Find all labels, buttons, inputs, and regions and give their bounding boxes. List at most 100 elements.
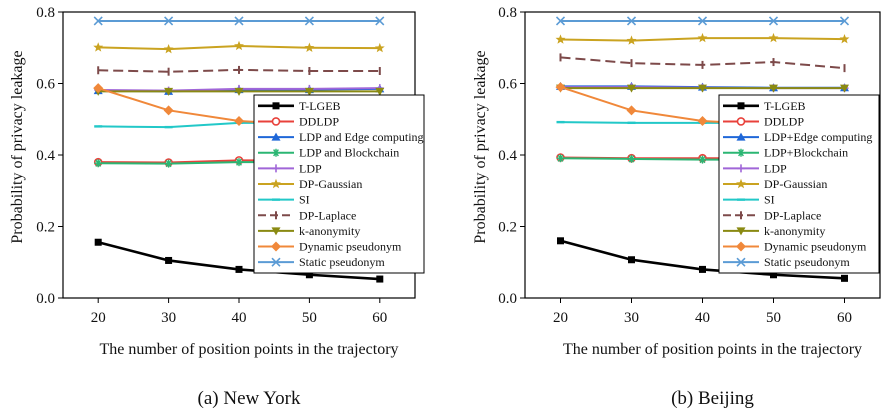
legend-label: Static pseudonym <box>299 255 385 269</box>
data-point <box>94 159 103 168</box>
legend-label: DP-Laplace <box>764 208 821 222</box>
data-point <box>234 87 244 96</box>
series-t-lgeb <box>557 237 848 282</box>
data-point <box>163 105 174 116</box>
legend-item: DP-Laplace <box>258 208 356 222</box>
x-tick-label: 40 <box>695 310 710 326</box>
y-tick-label: 0.0 <box>498 291 517 307</box>
legend-item: LDP and Blockchain <box>258 146 399 160</box>
legend-marker <box>271 257 281 267</box>
data-point <box>627 154 636 163</box>
y-axis-label: Probability of privacy leakage <box>472 50 489 243</box>
x-tick-label: 20 <box>553 310 568 326</box>
legend-item: Dynamic pseudonym <box>258 240 402 254</box>
legend-item: DP-Gaussian <box>258 177 362 191</box>
legend-label: k-anonymity <box>299 224 360 238</box>
y-tick-label: 0.6 <box>498 77 517 93</box>
legend-label: Dynamic pseudonym <box>299 240 402 254</box>
data-point <box>164 87 174 96</box>
data-point <box>626 105 637 116</box>
legend-marker <box>272 102 280 110</box>
legend-marker <box>736 227 746 236</box>
legend-item: DP-Gaussian <box>723 177 827 191</box>
legend-item: SI <box>258 193 310 207</box>
series-dp-gaussian <box>555 32 850 45</box>
legend-marker <box>736 132 746 141</box>
data-point <box>698 84 707 93</box>
legend-item: SI <box>723 193 775 207</box>
y-axis-label: Probability of privacy leakage <box>9 50 26 243</box>
chart-panel-2: 0.0 0.2 0.4 0.6 0.8 20 30 40 50 60 The number of p… <box>472 5 881 409</box>
legend-label: LDP+Blockchain <box>764 146 848 160</box>
legend-marker <box>737 164 745 173</box>
y-tick-label: 0.2 <box>36 220 55 236</box>
data-point <box>375 87 385 96</box>
legend-label: SI <box>764 193 775 207</box>
x-tick-label: 30 <box>624 310 639 326</box>
data-point <box>165 256 173 264</box>
data-point <box>698 155 707 164</box>
y-tick-label: 0.4 <box>498 148 517 164</box>
data-point <box>840 84 849 93</box>
data-point <box>164 16 174 26</box>
legend-label: k-anonymity <box>764 224 825 238</box>
data-point <box>375 16 385 26</box>
legend-marker <box>271 241 281 252</box>
legend-marker <box>271 227 281 236</box>
legend-item: DDLDP <box>723 114 804 128</box>
legend-item: LDP <box>723 161 787 175</box>
data-point <box>697 116 708 127</box>
x-tick-label: 50 <box>766 310 781 326</box>
data-point <box>697 16 708 26</box>
y-tick-label: 0.6 <box>36 77 55 93</box>
legend-item: Static pseudonym <box>723 255 850 269</box>
data-point <box>699 265 706 273</box>
data-point <box>234 116 244 127</box>
data-point <box>839 16 850 26</box>
data-point <box>628 256 635 264</box>
legend-item: LDP <box>258 161 322 175</box>
data-point <box>304 16 314 26</box>
legend-label: T-LGEB <box>764 99 806 113</box>
data-point <box>555 16 566 26</box>
legend-marker <box>271 178 281 189</box>
legend-item: LDP+Blockchain <box>723 146 848 160</box>
legend-marker <box>736 241 746 252</box>
legend-item: T-LGEB <box>723 99 806 113</box>
x-tick-label: 60 <box>837 310 852 326</box>
data-point <box>235 158 243 167</box>
data-point <box>234 40 244 51</box>
data-point <box>841 274 848 282</box>
data-point <box>769 84 778 93</box>
data-point <box>235 265 243 273</box>
legend-item: T-LGEB <box>258 99 341 113</box>
data-point <box>376 275 384 283</box>
legend-label: DDLDP <box>299 114 339 128</box>
data-point <box>555 82 566 93</box>
data-point <box>697 32 708 43</box>
legend-marker <box>272 164 280 173</box>
data-point <box>374 42 385 53</box>
legend-item: LDP+Edge computing <box>723 130 872 144</box>
y-tick-label: 0.8 <box>36 5 55 21</box>
data-point <box>93 83 104 94</box>
legend-label: DDLDP <box>764 114 804 128</box>
data-point <box>768 32 779 43</box>
data-point <box>768 16 779 26</box>
legend-label: DP-Gaussian <box>764 177 827 191</box>
data-point <box>626 35 637 45</box>
data-point <box>839 33 850 44</box>
data-point <box>164 159 173 168</box>
data-point <box>234 16 244 26</box>
series-static-pseudonym <box>555 16 850 26</box>
data-point <box>163 43 174 54</box>
x-tick-label: 40 <box>232 310 247 326</box>
legend-label: LDP+Edge computing <box>764 130 872 144</box>
data-point <box>94 238 102 246</box>
figure-caption: (a) New York <box>198 388 301 409</box>
data-point <box>304 87 314 96</box>
legend-label: LDP and Edge computing <box>299 130 424 144</box>
data-point <box>304 42 315 52</box>
